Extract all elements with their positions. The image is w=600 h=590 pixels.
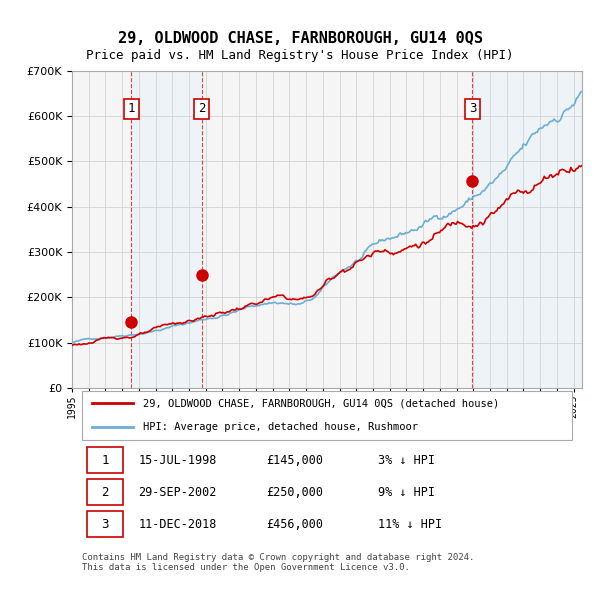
Text: 3% ↓ HPI: 3% ↓ HPI (378, 454, 435, 467)
Text: £145,000: £145,000 (266, 454, 323, 467)
FancyBboxPatch shape (88, 511, 123, 537)
Text: 9% ↓ HPI: 9% ↓ HPI (378, 486, 435, 499)
Text: £456,000: £456,000 (266, 517, 323, 530)
Text: 29, OLDWOOD CHASE, FARNBOROUGH, GU14 0QS: 29, OLDWOOD CHASE, FARNBOROUGH, GU14 0QS (118, 31, 482, 46)
Text: 11% ↓ HPI: 11% ↓ HPI (378, 517, 442, 530)
Bar (472, 71, 582, 388)
Text: 1: 1 (127, 102, 135, 116)
Text: Price paid vs. HM Land Registry's House Price Index (HPI): Price paid vs. HM Land Registry's House … (86, 49, 514, 62)
Text: 2: 2 (101, 486, 109, 499)
Text: 2: 2 (198, 102, 205, 116)
Text: 3: 3 (469, 102, 476, 116)
Text: Contains HM Land Registry data © Crown copyright and database right 2024.
This d: Contains HM Land Registry data © Crown c… (82, 553, 475, 572)
Text: £250,000: £250,000 (266, 486, 323, 499)
FancyBboxPatch shape (88, 447, 123, 473)
Text: 29-SEP-2002: 29-SEP-2002 (139, 486, 217, 499)
FancyBboxPatch shape (88, 479, 123, 505)
FancyBboxPatch shape (82, 391, 572, 440)
Bar (131, 71, 202, 388)
Text: 11-DEC-2018: 11-DEC-2018 (139, 517, 217, 530)
Text: HPI: Average price, detached house, Rushmoor: HPI: Average price, detached house, Rush… (143, 422, 418, 432)
Text: 15-JUL-1998: 15-JUL-1998 (139, 454, 217, 467)
Text: 29, OLDWOOD CHASE, FARNBOROUGH, GU14 0QS (detached house): 29, OLDWOOD CHASE, FARNBOROUGH, GU14 0QS… (143, 398, 500, 408)
Text: 1: 1 (101, 454, 109, 467)
Text: 3: 3 (101, 517, 109, 530)
